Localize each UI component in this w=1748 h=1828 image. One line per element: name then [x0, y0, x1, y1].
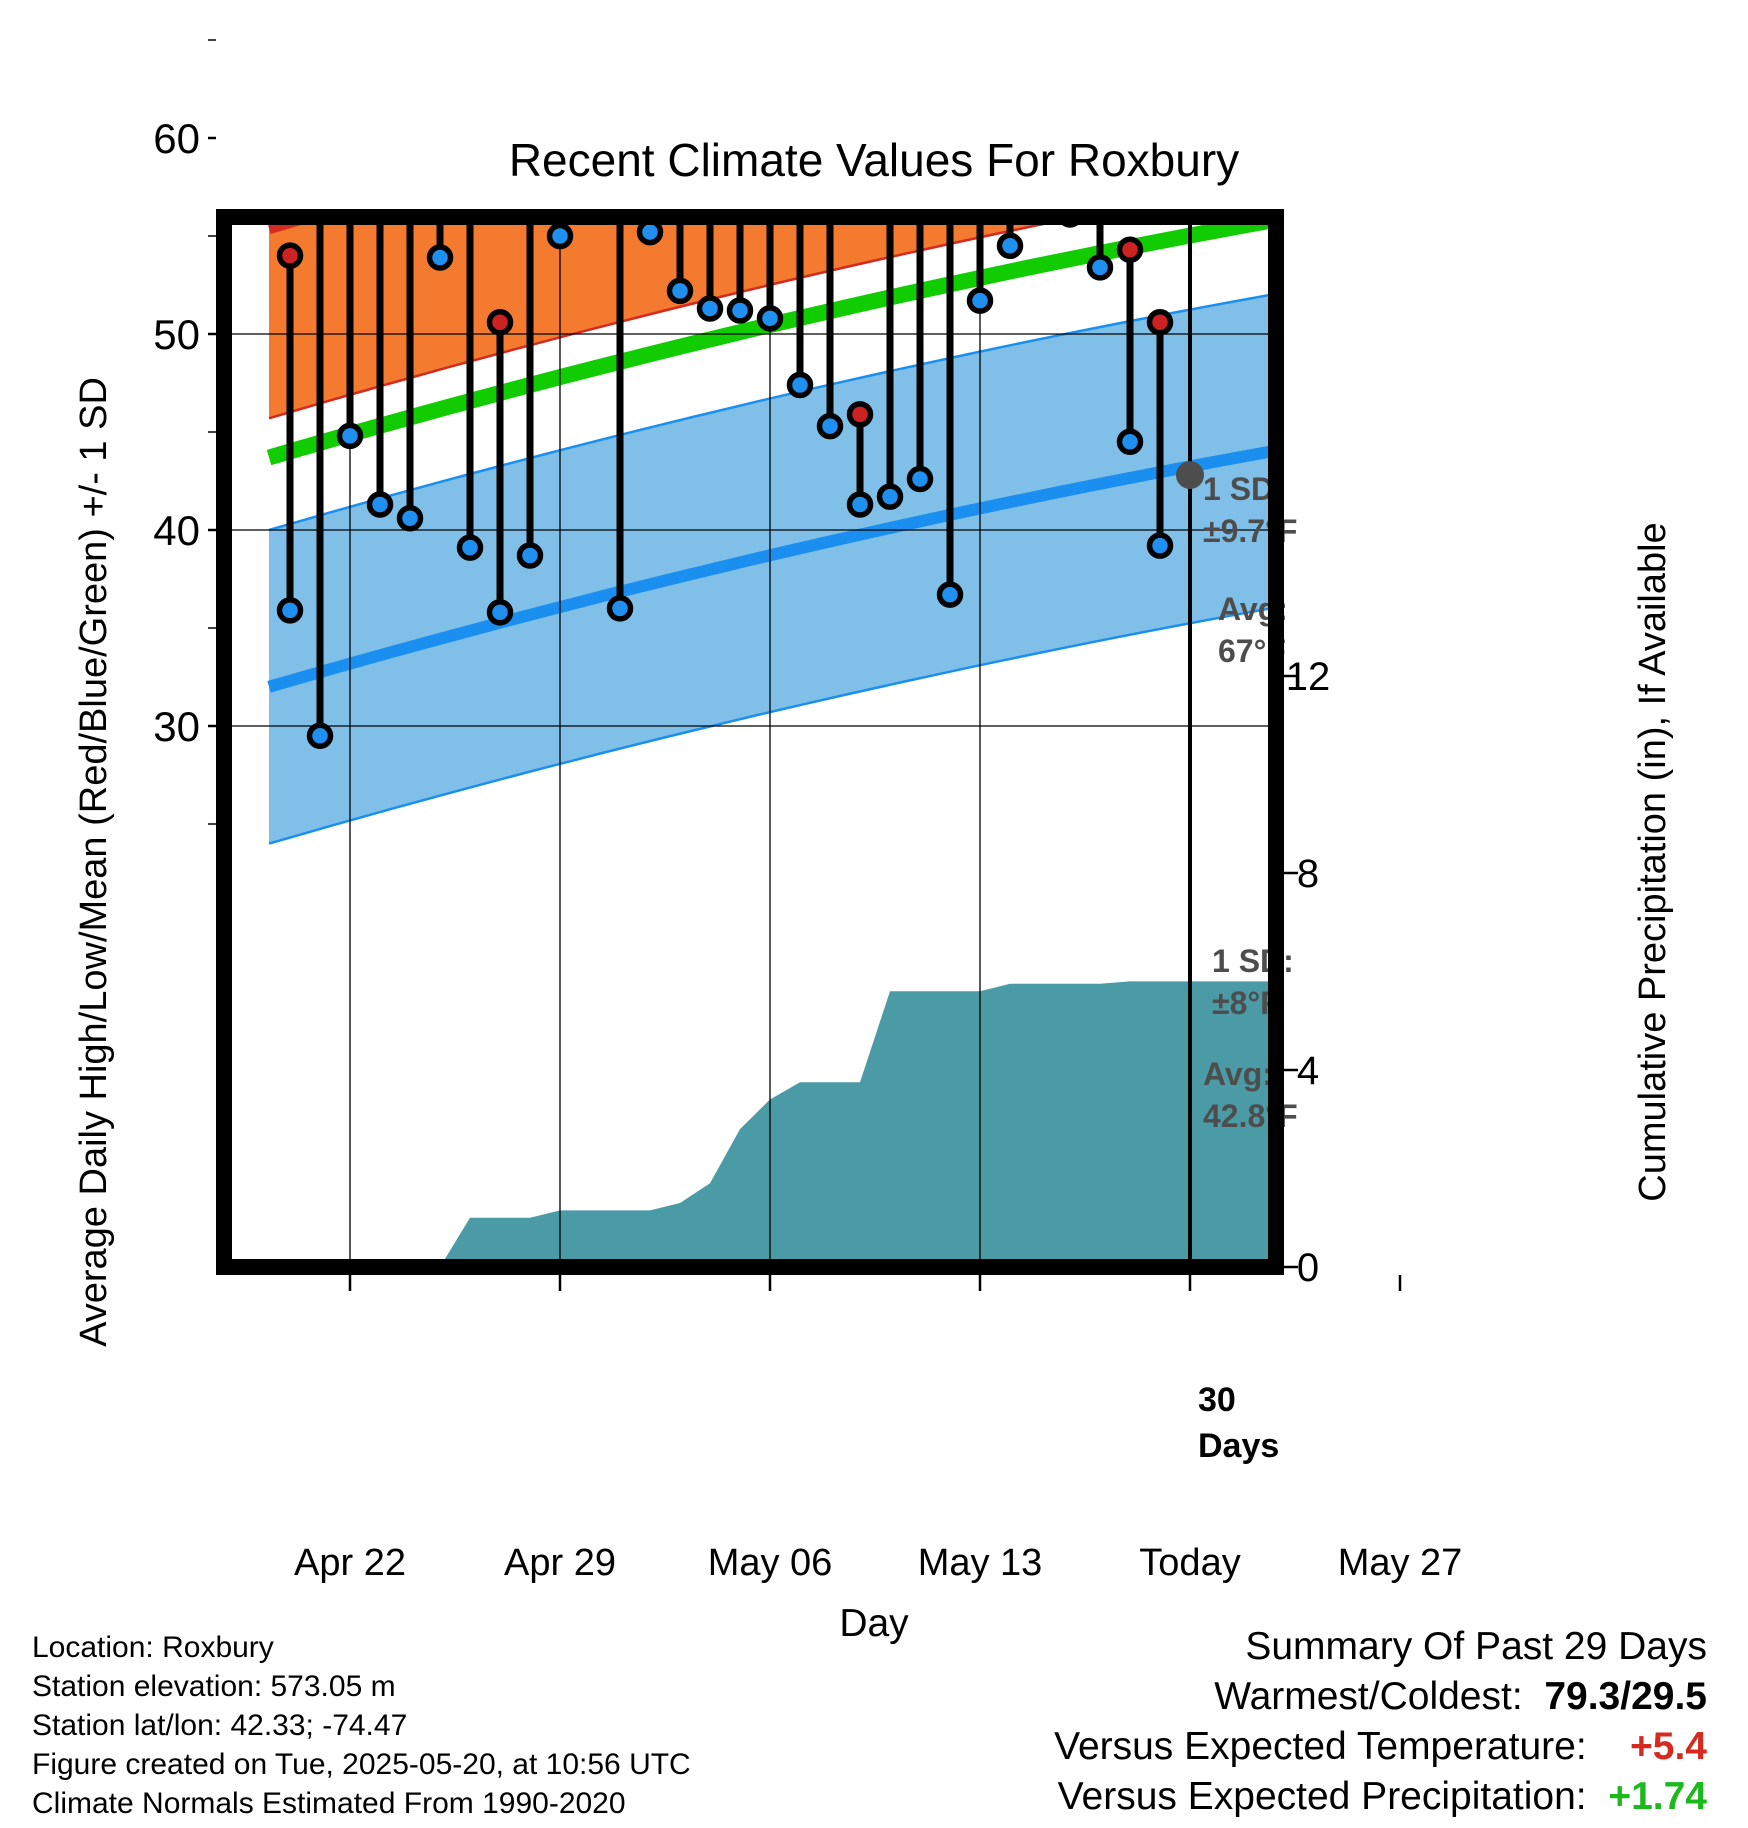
daily-high-point: [486, 308, 514, 336]
daily-low-point: [906, 465, 934, 493]
daily-high-point: [310, 110, 331, 131]
daily-low-point: [276, 597, 304, 624]
normal-high-band: [269, 225, 1039, 419]
right-axis-tick-label: 0: [1297, 1246, 1319, 1290]
daily-low-point: [396, 504, 424, 532]
today-avg-low-marker: [1176, 461, 1204, 490]
daily-high-point: [700, 186, 721, 207]
daily-low-point: [1086, 254, 1114, 281]
daily-high-point: [1116, 236, 1144, 263]
daily-low-point: [726, 297, 754, 324]
created-text: Figure created on Tue, 2025-05-20, at 10…: [32, 1748, 691, 1781]
left-axis-tick-label: 50: [153, 311, 200, 358]
daily-low-point: [756, 305, 784, 332]
daily-low-point: [456, 534, 484, 561]
daily-low-point: [486, 599, 514, 626]
left-axis-tick-label: 30: [153, 703, 200, 750]
daily-low-point: [516, 542, 544, 569]
y-axis-label-right: Cumulative Precipitation (in), If Availa…: [1632, 522, 1674, 1201]
left-axis-tick-label: 60: [153, 115, 200, 162]
daily-low-point: [336, 422, 364, 450]
daily-high-point: [880, 88, 901, 109]
plot-area: [232, 0, 1481, 1259]
x-axis-tick-label: May 27: [1338, 1542, 1463, 1584]
normal-low-band: [269, 295, 1268, 844]
station-info: Location: Roxbury Station elevation: 573…: [32, 1628, 691, 1823]
normal-low-band-lower-edge: [268, 607, 1268, 845]
daily-low-point: [846, 491, 874, 518]
daily-low-point: [966, 287, 994, 314]
x-axis-tick-label: May 06: [708, 1542, 833, 1584]
summary-warm-cold-row: Warmest/Coldest: 79.3/29.5: [1054, 1672, 1707, 1722]
today-days-label: Days: [1198, 1427, 1279, 1465]
today-avg-high-marker: [1176, 0, 1204, 15]
temp-diff-label: Versus Expected Temperature:: [1054, 1725, 1587, 1768]
low-avg-annotation: Avg:: [1203, 1056, 1273, 1092]
daily-high-point: [1146, 308, 1174, 336]
today-days-label: 30: [1198, 1381, 1236, 1419]
daily-low-point: [426, 244, 454, 271]
plot-frame: [216, 209, 1284, 1275]
x-axis-label: Day: [839, 1602, 909, 1645]
daily-high-point: [760, 2, 781, 23]
daily-low-point: [1146, 532, 1174, 559]
daily-low-point: [936, 581, 964, 608]
x-axis-tick-label: May 13: [918, 1542, 1043, 1584]
daily-low-point: [876, 483, 904, 510]
daily-low-point: [606, 595, 634, 622]
chart-title: Recent Climate Values For Roxbury: [509, 134, 1239, 186]
daily-high-point: [670, 31, 691, 52]
x-axis-tick-label: Apr 29: [504, 1542, 616, 1584]
left-axis-tick-label: 40: [153, 507, 200, 554]
summary-temp-row: Versus Expected Temperature: +5.4: [1054, 1722, 1707, 1772]
daily-low-point: [696, 295, 724, 322]
daily-high-point: [340, 20, 361, 41]
summary-precip-row: Versus Expected Precipitation: +1.74: [1054, 1772, 1707, 1822]
normal-high-line: [268, 225, 302, 234]
daily-low-point: [786, 371, 814, 399]
x-axis-tick-label: Apr 22: [294, 1542, 406, 1584]
normal-high-band-upper-edge: [269, 0, 1481, 38]
location-text: Location: Roxbury: [32, 1631, 274, 1664]
daily-high-point: [370, 31, 391, 52]
y-axis-label-left: Average Daily High/Low/Mean (Red/Blue/Gr…: [73, 377, 115, 1347]
warm-cold-value: 79.3/29.5: [1544, 1675, 1707, 1718]
daily-low-point: [1116, 428, 1144, 456]
normals-text: Climate Normals Estimated From 1990-2020: [32, 1787, 626, 1820]
x-axis-tick-label: Today: [1139, 1542, 1240, 1584]
daily-low-point: [816, 412, 844, 440]
summary-panel: Summary Of Past 29 Days Warmest/Coldest:…: [1054, 1622, 1707, 1822]
warm-cold-label: Warmest/Coldest:: [1214, 1675, 1523, 1718]
daily-low-point: [546, 225, 574, 250]
normal-low-line: [267, 445, 1268, 693]
right-axis-tick-label: 4: [1297, 1049, 1319, 1093]
daily-high-point: [276, 242, 304, 269]
daily-high-point: [910, 100, 931, 121]
right-axis-tick-label: 12: [1286, 655, 1331, 699]
precip-area: [444, 981, 1268, 1259]
daily-low-point: [996, 232, 1024, 260]
daily-low-point: [306, 722, 334, 750]
temp-diff-value: +5.4: [1630, 1725, 1707, 1768]
right-axis-tick-label: 8: [1297, 852, 1319, 896]
latlon-text: Station lat/lon: 42.33; -74.47: [32, 1709, 408, 1742]
elevation-text: Station elevation: 573.05 m: [32, 1670, 396, 1703]
daily-low-point: [366, 491, 394, 518]
daily-low-point: [636, 225, 664, 246]
summary-heading: Summary Of Past 29 Days: [1245, 1625, 1707, 1668]
daily-low-point: [666, 277, 694, 305]
daily-high-point: [846, 401, 874, 428]
precip-diff-label: Versus Expected Precipitation:: [1057, 1775, 1587, 1818]
precip-diff-value: +1.74: [1608, 1775, 1707, 1818]
